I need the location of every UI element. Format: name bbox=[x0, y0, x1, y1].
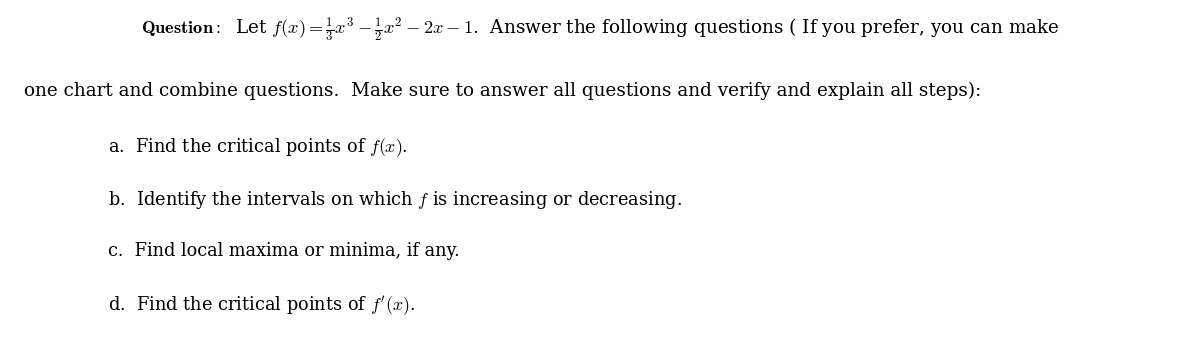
Text: a.  Find the critical points of $f(x)$.: a. Find the critical points of $f(x)$. bbox=[108, 136, 408, 159]
Text: c.  Find local maxima or minima, if any.: c. Find local maxima or minima, if any. bbox=[108, 242, 460, 260]
Text: d.  Find the critical points of $f'(x)$.: d. Find the critical points of $f'(x)$. bbox=[108, 295, 415, 318]
Text: b.  Identify the intervals on which $f$ is increasing or decreasing.: b. Identify the intervals on which $f$ i… bbox=[108, 189, 682, 211]
Text: one chart and combine questions.  Make sure to answer all questions and verify a: one chart and combine questions. Make su… bbox=[24, 82, 982, 100]
Text: $\mathbf{Question:}$  Let $f(x) = \frac{1}{3}x^3 - \frac{1}{2}x^2 - 2x - 1$.  An: $\mathbf{Question:}$ Let $f(x) = \frac{1… bbox=[140, 15, 1060, 44]
